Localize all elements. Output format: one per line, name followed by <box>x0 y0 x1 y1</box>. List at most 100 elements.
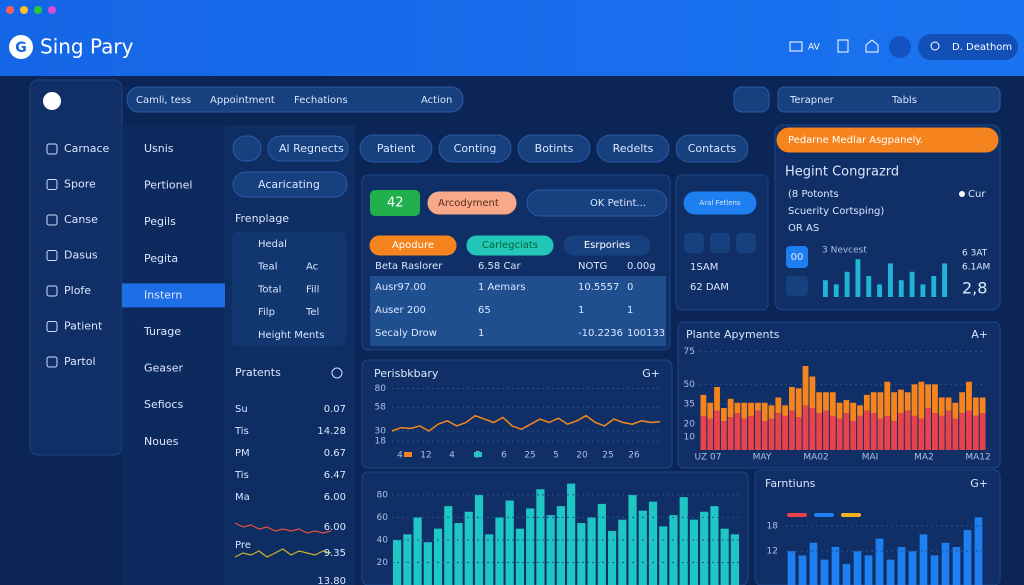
bar-segment <box>979 397 986 414</box>
spark-name: Pre <box>235 540 251 551</box>
bar-segment <box>775 413 782 450</box>
bar <box>597 503 606 585</box>
nav-icon <box>46 321 58 332</box>
nav-item: Patient <box>64 320 103 333</box>
bar <box>853 551 862 585</box>
legend-swatch <box>474 452 482 457</box>
bar-segment <box>782 405 789 416</box>
subnav-item: Sefiocs <box>144 398 183 411</box>
patient-select[interactable] <box>526 189 668 217</box>
y-tick-label: 50 <box>684 380 696 390</box>
bar-segment <box>829 415 836 450</box>
bar <box>886 559 895 585</box>
bar-segment <box>761 402 768 422</box>
patient-name: Ma <box>235 492 250 503</box>
icon-button[interactable] <box>684 233 704 253</box>
sparkline <box>234 522 332 534</box>
settings-icon[interactable] <box>889 36 911 58</box>
bar <box>567 483 576 585</box>
patient-value: 6.00 <box>324 492 346 503</box>
bar <box>577 523 586 585</box>
mail-icon[interactable] <box>789 41 803 52</box>
sparkline <box>234 548 332 558</box>
y-tick-label: 60 <box>377 513 389 523</box>
table-cell: 1 <box>578 305 584 316</box>
tab[interactable] <box>438 134 512 163</box>
list-cell: Total <box>257 284 281 295</box>
x-tick-label: 4 <box>449 451 455 461</box>
bar <box>710 506 719 585</box>
side-button[interactable] <box>683 191 757 215</box>
tab[interactable] <box>596 134 670 163</box>
badge-label: 00 <box>791 252 804 263</box>
breadcrumb-item: Fechations <box>294 95 348 106</box>
bar-segment <box>720 408 727 422</box>
list-cell: Height Ments <box>258 330 324 341</box>
alert[interactable] <box>776 127 999 153</box>
chip-label: Apodure <box>392 240 434 251</box>
y-tick-label: 18 <box>767 521 779 531</box>
chip[interactable] <box>369 235 457 256</box>
user-box[interactable] <box>918 34 1018 60</box>
y-tick-label: 40 <box>377 535 389 545</box>
bar-segment <box>748 415 754 450</box>
bar-segment <box>714 387 720 411</box>
bar-segment <box>952 402 959 419</box>
bar <box>679 497 688 585</box>
x-tick-label: MA02 <box>803 453 828 463</box>
y-tick-label: 20 <box>377 558 389 568</box>
bar-segment <box>925 384 932 408</box>
tab[interactable] <box>675 134 749 163</box>
x-tick-label: 20 <box>576 451 588 461</box>
bar-segment <box>959 413 966 450</box>
bar-segment <box>754 402 761 411</box>
chip[interactable] <box>563 235 651 256</box>
tab[interactable] <box>517 134 591 163</box>
item-button[interactable] <box>232 171 348 198</box>
bar-segment <box>972 397 979 416</box>
bar <box>930 555 939 585</box>
home-icon[interactable] <box>865 39 879 53</box>
legend-label: Cur <box>968 189 986 200</box>
icon-button[interactable] <box>710 233 730 253</box>
table-cell: 0 <box>627 282 633 293</box>
bar-segment <box>952 418 959 450</box>
bar-segment <box>863 410 870 450</box>
tool-button[interactable] <box>232 135 262 162</box>
bar <box>689 519 699 585</box>
doc-icon[interactable] <box>837 39 849 53</box>
view-button[interactable] <box>733 86 770 113</box>
chip-label: Esrpories <box>584 240 630 251</box>
info-icon[interactable] <box>43 92 61 110</box>
active-item[interactable] <box>122 283 225 308</box>
x-tick-label: MA2 <box>914 453 934 463</box>
requests-button[interactable] <box>267 135 349 162</box>
subnav-item: Geaser <box>144 362 184 375</box>
bar <box>638 510 647 585</box>
x-tick-label: 4 <box>397 451 403 461</box>
bar-segment <box>802 405 809 450</box>
requests-item: Acaricating <box>258 178 320 191</box>
count-badge[interactable] <box>370 190 420 216</box>
bar <box>464 511 473 585</box>
bar-segment <box>789 410 795 450</box>
toolbar-view: Terapner <box>789 95 835 106</box>
bar <box>842 563 851 585</box>
bar <box>920 284 926 297</box>
select[interactable] <box>427 191 517 215</box>
y-tick-label: 18 <box>375 437 387 447</box>
toolbar-tab: Tabls <box>891 95 917 106</box>
bar <box>444 506 453 585</box>
info-icon[interactable] <box>331 367 343 379</box>
bar-segment <box>789 387 795 411</box>
chip[interactable] <box>466 235 554 256</box>
icon-button[interactable] <box>736 233 756 253</box>
x-tick-label: 25 <box>524 451 535 461</box>
bar <box>515 528 525 585</box>
x-tick-label: 25 <box>602 451 613 461</box>
tab[interactable] <box>359 134 433 163</box>
badge[interactable] <box>786 246 808 268</box>
icon-button[interactable] <box>786 276 808 296</box>
card-title: Hegint Congrazrd <box>785 165 899 180</box>
chart-title: Perisbkbary <box>374 367 439 380</box>
